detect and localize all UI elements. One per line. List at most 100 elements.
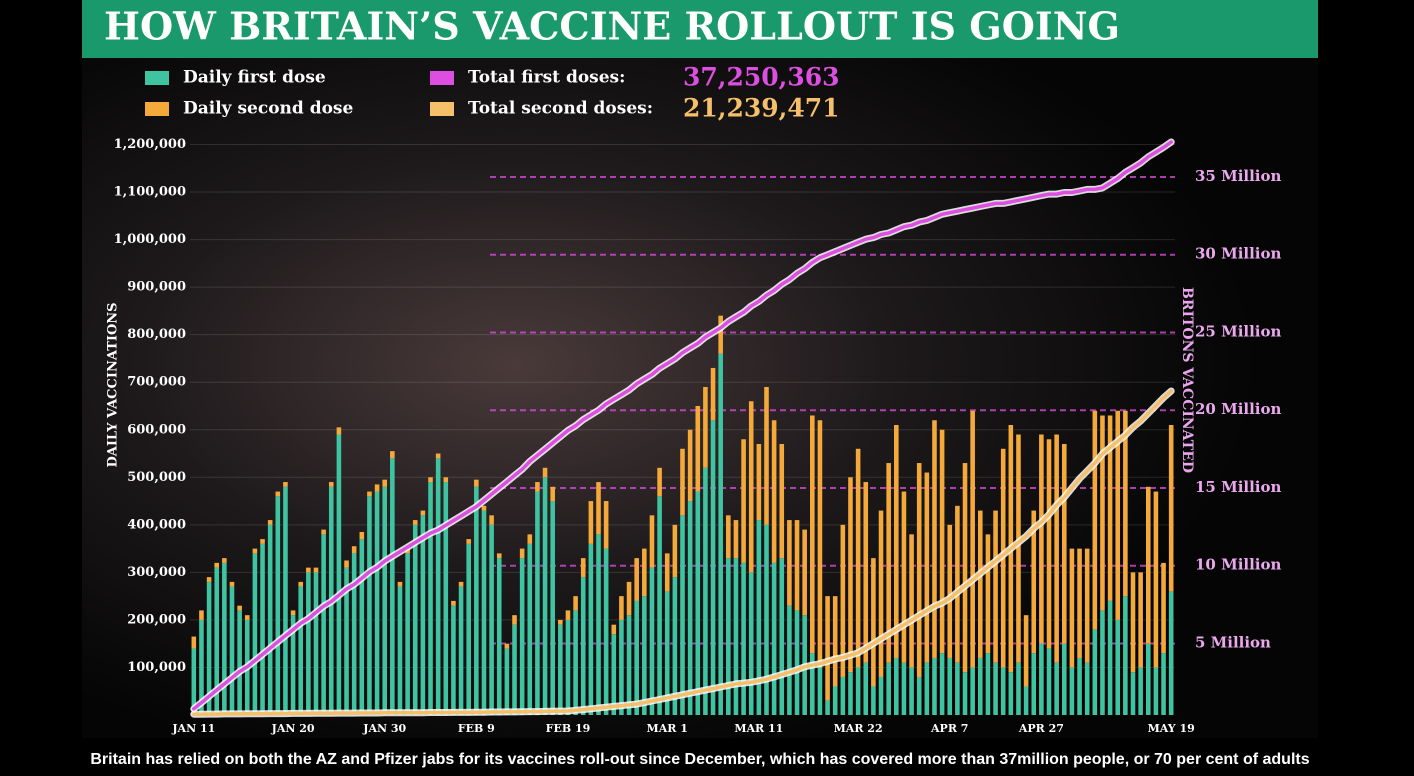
bar [603, 501, 609, 549]
bar [1161, 562, 1166, 654]
bar [565, 619, 571, 715]
bar [840, 524, 846, 677]
y-tick-label: 1,200,000 [114, 137, 186, 152]
bar [916, 676, 922, 715]
legend-total: 37,250,363 [683, 63, 840, 92]
bar [710, 367, 716, 421]
x-tick-label: FEB 9 [458, 722, 495, 735]
bar [435, 458, 441, 715]
bar [1130, 672, 1136, 715]
x-tick-label: APR 7 [930, 722, 968, 735]
bar [252, 553, 258, 715]
bar [1153, 491, 1159, 668]
bar [458, 581, 464, 587]
y-tick-label: 500,000 [127, 470, 186, 485]
bar [550, 486, 555, 502]
caption: Britain has relied on both the AZ and Pf… [90, 751, 1309, 768]
bar [397, 581, 403, 587]
bar [1107, 600, 1113, 715]
bar [573, 610, 578, 715]
bar [451, 600, 456, 606]
bar [611, 624, 617, 635]
bar [428, 482, 433, 715]
bar [1168, 591, 1174, 715]
bar [1145, 643, 1151, 715]
bar [1138, 572, 1143, 668]
bar [1008, 672, 1014, 715]
bar [894, 425, 899, 658]
bar [878, 676, 884, 715]
bar [787, 520, 792, 606]
bar [458, 586, 464, 715]
bar [527, 543, 533, 715]
bar [351, 546, 357, 554]
bar [748, 572, 754, 715]
bar [642, 596, 647, 715]
bar [932, 657, 937, 715]
bar [214, 562, 220, 568]
bar [558, 619, 563, 625]
bar [199, 610, 204, 620]
bar [1069, 548, 1075, 668]
legend-label: Daily second dose [183, 99, 354, 119]
bar [344, 567, 349, 715]
bar [1084, 548, 1090, 663]
bar [909, 534, 914, 668]
bar [871, 686, 876, 715]
y2-tick-label: 30 Million [1195, 245, 1281, 263]
bar [1054, 434, 1059, 663]
bar [229, 586, 235, 715]
bar [535, 491, 540, 715]
bar [894, 657, 899, 715]
bar [237, 605, 242, 611]
legend-label: Total first doses: [468, 68, 625, 88]
bar [748, 401, 754, 573]
bar [1100, 610, 1105, 715]
bar [924, 472, 930, 663]
bar [855, 667, 861, 715]
bar [970, 410, 975, 668]
bar [306, 572, 311, 715]
bar [504, 643, 510, 649]
y-tick-label: 900,000 [127, 280, 186, 295]
bar [565, 610, 571, 620]
bar [672, 524, 678, 578]
bar [275, 496, 281, 715]
bar [328, 482, 334, 487]
bar [901, 662, 907, 715]
bar [848, 672, 853, 715]
bar [466, 543, 471, 715]
bar [206, 581, 212, 715]
bar [1046, 439, 1052, 649]
bar [1092, 410, 1098, 630]
bar [733, 520, 739, 559]
x-tick-label: JAN 20 [271, 722, 315, 735]
bar [832, 686, 838, 715]
bar [420, 515, 426, 715]
bar [542, 477, 548, 715]
bar [962, 672, 968, 715]
bar [619, 619, 624, 715]
bar [382, 479, 387, 487]
bar [374, 484, 380, 492]
bar [283, 482, 288, 487]
bar [390, 451, 395, 459]
bar [1077, 548, 1082, 658]
bar [1046, 648, 1052, 715]
bar [512, 615, 517, 625]
bar [779, 558, 785, 715]
bar [382, 486, 387, 715]
legend-label: Daily first dose [183, 68, 326, 88]
bar [588, 501, 594, 544]
bar [229, 581, 235, 587]
y-tick-label: 300,000 [127, 565, 186, 580]
bar [985, 653, 991, 715]
bar [741, 562, 746, 715]
title-bar [82, 0, 1318, 58]
bar [290, 610, 296, 616]
legend-label: Total second doses: [468, 99, 653, 119]
bar [1138, 667, 1143, 715]
bar [718, 353, 723, 715]
bar [1077, 657, 1082, 715]
bar [1016, 434, 1021, 663]
